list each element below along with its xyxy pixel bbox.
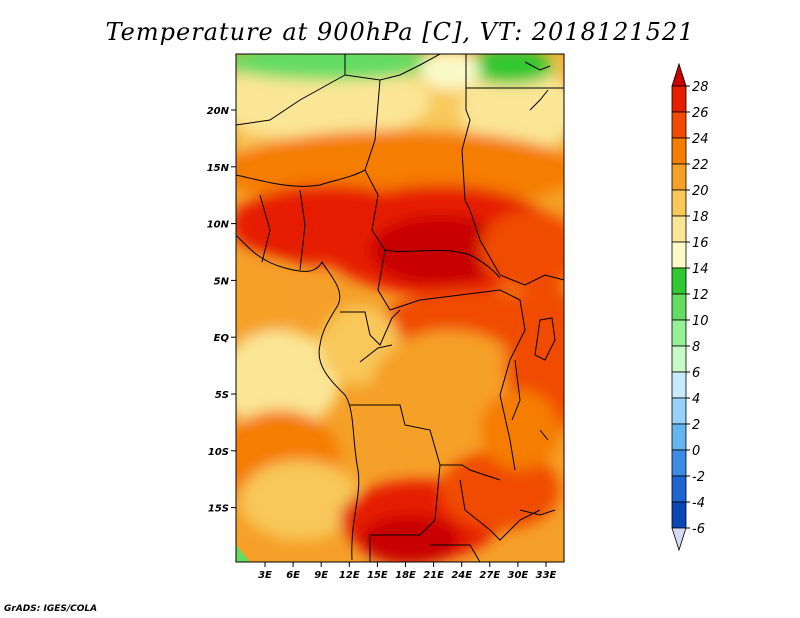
lon-tick-label: 12E	[339, 570, 360, 581]
colorbar-label: 20	[692, 184, 709, 199]
colorbar-label: -6	[692, 522, 705, 537]
lat-tick-label: 20N	[207, 106, 230, 117]
lon-tick-label: 30E	[508, 570, 529, 581]
map-frame	[235, 53, 565, 563]
colorbar-label: 26	[692, 106, 709, 121]
colorbar-segment	[671, 475, 687, 503]
colorbar-segment	[671, 345, 687, 373]
colorbar-label: 22	[692, 158, 709, 173]
colorbar-label: 28	[692, 80, 709, 95]
lat-tick-label: 15N	[207, 163, 230, 174]
lon-tick-label: 15E	[367, 570, 388, 581]
lon-tick-label: 3E	[258, 570, 272, 581]
colorbar-segment	[671, 163, 687, 191]
colorbar-segment	[671, 449, 687, 477]
colorbar-segment	[671, 85, 687, 113]
colorbar-label: 14	[692, 262, 709, 277]
colorbar-segment	[671, 501, 687, 529]
temperature-field	[236, 54, 564, 562]
colorbar-label: 16	[692, 236, 709, 251]
colorbar-segment	[671, 189, 687, 217]
colorbar-segment	[671, 319, 687, 347]
lon-tick-label: 21E	[423, 570, 444, 581]
lat-tick-label: 5N	[214, 276, 230, 287]
colorbar-label: 8	[692, 340, 700, 355]
colorbar-segment	[671, 241, 687, 269]
colorbar-segment	[671, 397, 687, 425]
latitude-axis: 20N 15N 10N 5N EQ 5S 10S 15S	[207, 106, 236, 515]
lat-tick-label: 10N	[207, 220, 230, 231]
longitude-axis: 3E 6E 9E 12E 15E 18E 21E 24E 27E 30E 33E	[258, 562, 557, 581]
colorbar-segment	[671, 293, 687, 321]
colorbar-label: 24	[692, 132, 709, 147]
colorbar-segment	[671, 267, 687, 295]
colorbar-segment	[671, 111, 687, 139]
lon-tick-label: 6E	[286, 570, 300, 581]
colorbar-segment	[671, 423, 687, 451]
colorbar-label: 10	[692, 314, 709, 329]
lat-tick-label: EQ	[214, 333, 230, 344]
country-borders	[236, 54, 564, 562]
colorbar-label: 6	[692, 366, 700, 381]
colorbar-top-arrow	[671, 62, 687, 87]
colorbar-label: 0	[692, 444, 700, 459]
colorbar-label: 2	[692, 418, 700, 433]
colorbar-bottom-arrow	[671, 527, 687, 552]
colorbar-label: 18	[692, 210, 709, 225]
colorbar-label: 12	[692, 288, 709, 303]
lon-tick-label: 9E	[314, 570, 328, 581]
colorbar-segment	[671, 371, 687, 399]
colorbar-label: -4	[692, 496, 705, 511]
lon-tick-label: 18E	[395, 570, 416, 581]
lon-tick-label: 24E	[451, 570, 472, 581]
colorbar-segment	[671, 137, 687, 165]
colorbar-label: -2	[692, 470, 705, 485]
lon-tick-label: 33E	[536, 570, 557, 581]
chart-title: Temperature at 900hPa [C], VT: 201812152…	[105, 18, 695, 46]
lat-tick-label: 10S	[208, 447, 229, 458]
colorbar-label: 4	[692, 392, 700, 407]
colorbar-segment	[671, 215, 687, 243]
lat-tick-label: 15S	[208, 504, 229, 515]
lon-tick-label: 27E	[479, 570, 500, 581]
grads-credit: GrADS: IGES/COLA	[4, 604, 98, 614]
lat-tick-label: 5S	[215, 390, 229, 401]
